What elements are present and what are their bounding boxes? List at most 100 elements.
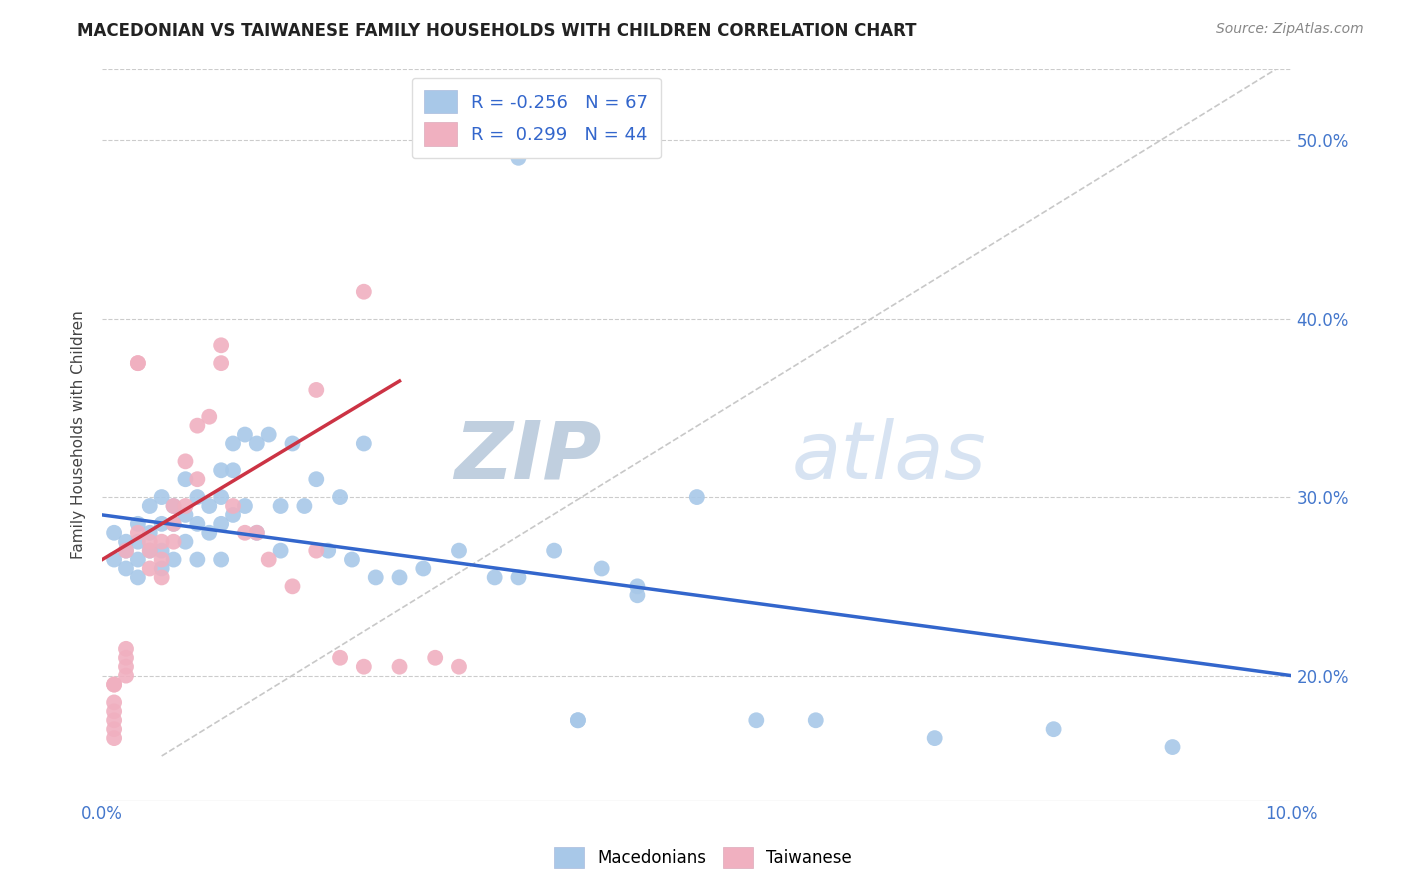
Text: atlas: atlas: [792, 417, 987, 496]
Point: [139, 561, 162, 575]
Point: [209, 552, 232, 566]
Point: [162, 552, 184, 566]
Point: [103, 677, 125, 691]
Point: [198, 409, 221, 424]
Point: [305, 472, 328, 486]
Point: [150, 570, 173, 584]
Point: [103, 552, 125, 566]
Point: [150, 516, 173, 531]
Point: [270, 543, 292, 558]
Point: [174, 499, 197, 513]
Point: [127, 552, 149, 566]
Point: [447, 543, 470, 558]
Point: [1161, 740, 1184, 755]
Point: [257, 427, 280, 442]
Point: [281, 436, 304, 450]
Point: [305, 383, 328, 397]
Point: [150, 543, 173, 558]
Point: [139, 525, 162, 540]
Point: [162, 516, 184, 531]
Point: [127, 356, 149, 370]
Point: [103, 731, 125, 745]
Point: [745, 713, 768, 727]
Point: [412, 561, 434, 575]
Point: [329, 650, 352, 665]
Point: [353, 285, 375, 299]
Point: [686, 490, 709, 504]
Point: [246, 525, 269, 540]
Point: [103, 713, 125, 727]
Point: [388, 570, 411, 584]
Point: [246, 436, 269, 450]
Point: [127, 570, 149, 584]
Point: [103, 704, 125, 718]
Point: [115, 641, 138, 656]
Point: [353, 436, 375, 450]
Y-axis label: Family Households with Children: Family Households with Children: [72, 310, 86, 559]
Point: [209, 463, 232, 477]
Point: [222, 436, 245, 450]
Point: [222, 463, 245, 477]
Point: [115, 659, 138, 673]
Point: [150, 534, 173, 549]
Point: [103, 722, 125, 736]
Point: [305, 543, 328, 558]
Point: [270, 499, 292, 513]
Point: [162, 499, 184, 513]
Point: [139, 543, 162, 558]
Point: [508, 570, 530, 584]
Point: [804, 713, 827, 727]
Text: MACEDONIAN VS TAIWANESE FAMILY HOUSEHOLDS WITH CHILDREN CORRELATION CHART: MACEDONIAN VS TAIWANESE FAMILY HOUSEHOLD…: [77, 22, 917, 40]
Point: [162, 499, 184, 513]
Point: [186, 552, 208, 566]
Point: [174, 454, 197, 468]
Point: [543, 543, 565, 558]
Point: [222, 499, 245, 513]
Point: [186, 490, 208, 504]
Point: [103, 677, 125, 691]
Point: [233, 525, 256, 540]
Point: [364, 570, 387, 584]
Point: [281, 579, 304, 593]
Point: [1042, 722, 1064, 736]
Point: [115, 650, 138, 665]
Point: [591, 561, 613, 575]
Text: Source: ZipAtlas.com: Source: ZipAtlas.com: [1216, 22, 1364, 37]
Point: [115, 534, 138, 549]
Point: [103, 525, 125, 540]
Point: [115, 668, 138, 682]
Legend: R = -0.256   N = 67, R =  0.299   N = 44: R = -0.256 N = 67, R = 0.299 N = 44: [412, 78, 661, 158]
Point: [257, 552, 280, 566]
Point: [127, 356, 149, 370]
Point: [127, 516, 149, 531]
Point: [127, 534, 149, 549]
Point: [150, 490, 173, 504]
Point: [186, 516, 208, 531]
Point: [103, 695, 125, 709]
Point: [209, 490, 232, 504]
Point: [209, 516, 232, 531]
Legend: Macedonians, Taiwanese: Macedonians, Taiwanese: [547, 840, 859, 875]
Point: [115, 561, 138, 575]
Point: [186, 418, 208, 433]
Point: [567, 713, 589, 727]
Point: [233, 427, 256, 442]
Point: [174, 472, 197, 486]
Point: [222, 508, 245, 522]
Point: [162, 516, 184, 531]
Point: [567, 713, 589, 727]
Point: [292, 499, 315, 513]
Point: [508, 151, 530, 165]
Point: [447, 659, 470, 673]
Point: [186, 472, 208, 486]
Point: [924, 731, 946, 745]
Point: [626, 579, 648, 593]
Point: [139, 543, 162, 558]
Point: [139, 534, 162, 549]
Point: [115, 543, 138, 558]
Point: [150, 552, 173, 566]
Point: [174, 534, 197, 549]
Point: [626, 588, 648, 602]
Text: ZIP: ZIP: [454, 417, 602, 496]
Point: [233, 499, 256, 513]
